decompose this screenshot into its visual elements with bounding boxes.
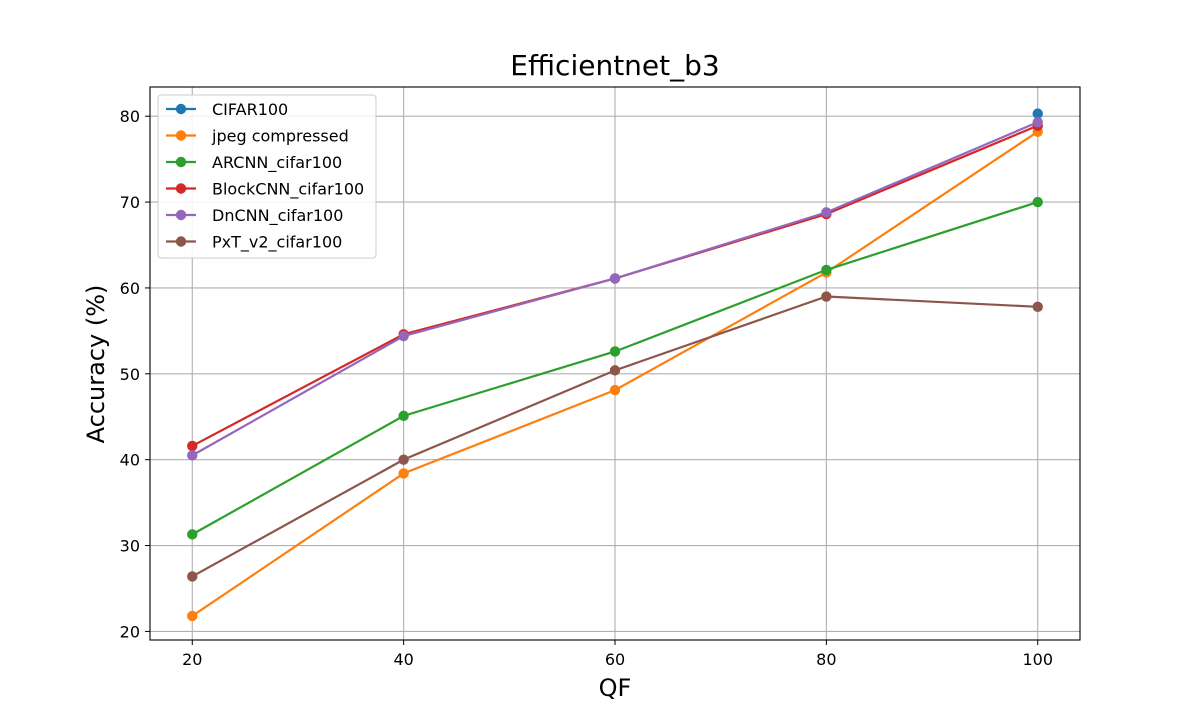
series-cifar100: [1032, 108, 1043, 119]
x-tick-label: 20: [182, 650, 202, 669]
data-point: [821, 291, 832, 302]
series-dncnn-cifar100: [187, 117, 1043, 461]
legend-label: PxT_v2_cifar100: [212, 233, 342, 253]
legend-label: jpeg compressed: [211, 127, 349, 146]
legend-marker-swatch: [175, 103, 187, 115]
data-point: [821, 264, 832, 276]
data-point: [1032, 301, 1043, 313]
data-point: [187, 610, 198, 622]
y-tick-label: 80: [120, 107, 140, 126]
legend-item: ARCNN_cifar100: [166, 153, 342, 173]
y-tick-label: 20: [120, 622, 140, 641]
data-point: [1032, 108, 1043, 119]
data-point: [609, 273, 621, 284]
legend-marker-swatch: [175, 209, 187, 221]
data-point: [398, 468, 409, 479]
x-tick-label: 40: [393, 650, 413, 669]
data-point: [609, 384, 621, 396]
legend-marker-swatch: [175, 183, 187, 194]
data-point: [1032, 117, 1043, 128]
legend-marker-swatch: [175, 130, 187, 141]
y-tick-label: 50: [120, 365, 140, 384]
data-point: [609, 346, 621, 357]
data-point: [609, 365, 621, 376]
data-point: [187, 571, 198, 582]
legend: CIFAR100 jpeg compressed ARCNN_cifar100 Blo…: [157, 94, 377, 259]
data-point: [398, 454, 409, 465]
axes: 20 40 60 80 100 20 30 40 50 60 70 80: [120, 107, 1053, 669]
x-tick-label: 60: [605, 650, 625, 669]
legend-item: jpeg compressed: [166, 127, 349, 146]
legend-item: PxT_v2_cifar100: [166, 233, 342, 253]
gridlines: [150, 87, 1080, 640]
legend-label: BlockCNN_cifar100: [212, 180, 364, 200]
data-point: [187, 450, 198, 461]
x-tick-label: 80: [816, 650, 836, 669]
data-point: [398, 330, 409, 342]
y-tick-label: 30: [120, 537, 140, 556]
data-point: [398, 410, 409, 422]
legend-label: DnCNN_cifar100: [212, 206, 343, 226]
legend-item: BlockCNN_cifar100: [166, 180, 364, 200]
legend-marker-swatch: [175, 156, 187, 168]
legend-label: CIFAR100: [212, 100, 288, 119]
data-point: [1032, 196, 1043, 208]
series-arcnn-cifar100: [187, 196, 1043, 540]
data-point: [187, 440, 198, 452]
x-axis-label: QF: [599, 674, 632, 702]
y-tick-label: 40: [120, 451, 140, 470]
x-tick-label: 100: [1022, 650, 1053, 669]
legend-item: DnCNN_cifar100: [166, 206, 343, 226]
legend-label: ARCNN_cifar100: [212, 153, 342, 173]
legend-box: [157, 94, 377, 259]
y-tick-label: 60: [120, 279, 140, 298]
data-series: [187, 108, 1043, 622]
data-point: [187, 529, 198, 540]
data-point: [821, 207, 832, 218]
series-pxt-v2-cifar100: [187, 291, 1043, 582]
chart-title: Efficientnet_b3: [510, 49, 719, 82]
legend-marker-swatch: [175, 236, 187, 247]
legend-item: CIFAR100: [166, 100, 288, 119]
y-tick-label: 70: [120, 193, 140, 212]
y-axis-label: Accuracy (%): [82, 285, 110, 444]
